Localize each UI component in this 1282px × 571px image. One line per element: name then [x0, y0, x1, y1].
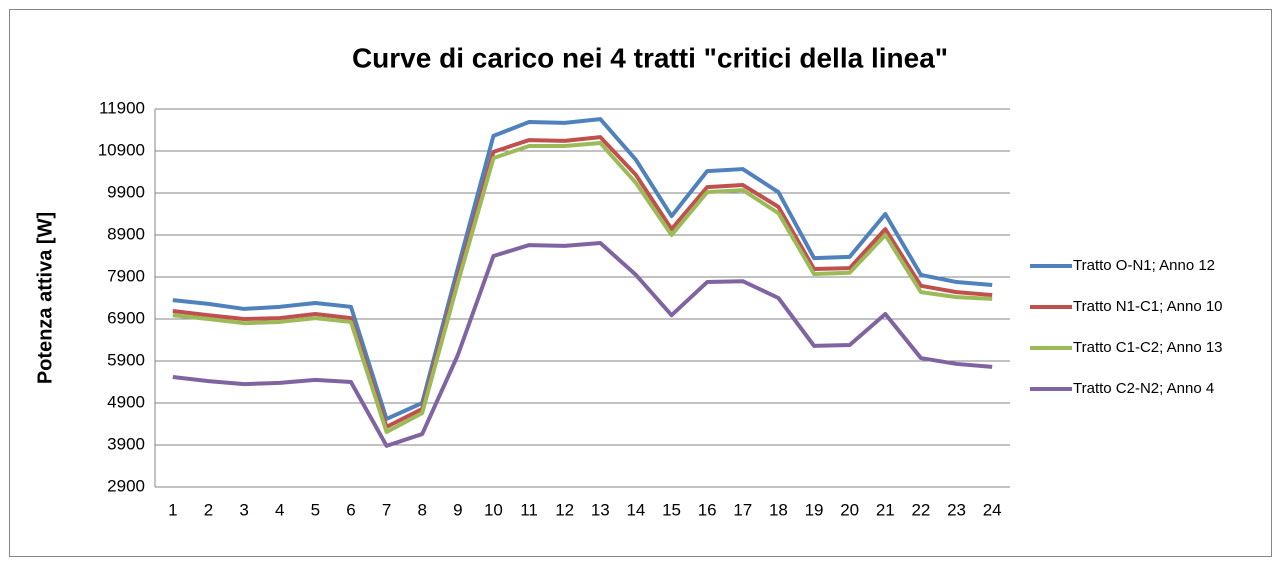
y-tick-label: 7900 [107, 266, 145, 285]
y-tick-label: 3900 [107, 434, 145, 453]
y-tick-label: 6900 [107, 308, 145, 327]
x-tick-label: 4 [275, 500, 284, 519]
x-tick-label: 11 [520, 500, 538, 519]
x-tick-label: 5 [311, 500, 320, 519]
y-tick-label: 10900 [98, 140, 145, 159]
legend-label: Tratto O-N1; Anno 12 [1073, 257, 1215, 274]
x-tick-label: 3 [239, 500, 248, 519]
x-tick-label: 14 [626, 500, 645, 519]
y-tick-label: 5900 [107, 350, 145, 369]
legend-label: Tratto N1-C1; Anno 10 [1073, 298, 1223, 315]
x-tick-label: 13 [591, 500, 610, 519]
series-line [172, 135, 993, 429]
x-tick-label: 7 [382, 500, 391, 519]
legend-label: Tratto C1-C2; Anno 13 [1073, 339, 1223, 356]
x-tick-label: 9 [453, 500, 462, 519]
x-tick-label: 17 [733, 500, 752, 519]
x-tick-label: 20 [840, 500, 859, 519]
series-line [172, 240, 993, 448]
series-line [172, 141, 993, 434]
y-tick-label: 11900 [99, 98, 145, 117]
series-line [172, 117, 993, 421]
x-tick-label: 8 [417, 500, 426, 519]
x-tick-label: 10 [484, 500, 503, 519]
x-tick-label: 19 [805, 500, 824, 519]
legend-label: Tratto C2-N2; Anno 4 [1073, 380, 1214, 397]
x-tick-label: 24 [983, 500, 1002, 519]
y-tick-label: 8900 [107, 224, 145, 243]
y-axis-label: Potenza attiva [W] [34, 212, 56, 384]
chart-title: Curve di carico nei 4 tratti "critici de… [352, 42, 948, 73]
x-tick-label: 23 [947, 500, 966, 519]
x-tick-label: 21 [876, 500, 895, 519]
x-tick-label: 6 [346, 500, 355, 519]
x-tick-label: 16 [698, 500, 717, 519]
x-tick-label: 18 [769, 500, 788, 519]
x-tick-label: 15 [662, 500, 681, 519]
x-tick-label: 12 [555, 500, 574, 519]
y-tick-label: 9900 [107, 182, 145, 201]
x-tick-label: 1 [168, 500, 177, 519]
x-tick-label: 2 [204, 500, 213, 519]
y-tick-label: 4900 [107, 392, 145, 411]
y-tick-label: 2900 [107, 476, 145, 495]
x-tick-label: 22 [911, 500, 930, 519]
